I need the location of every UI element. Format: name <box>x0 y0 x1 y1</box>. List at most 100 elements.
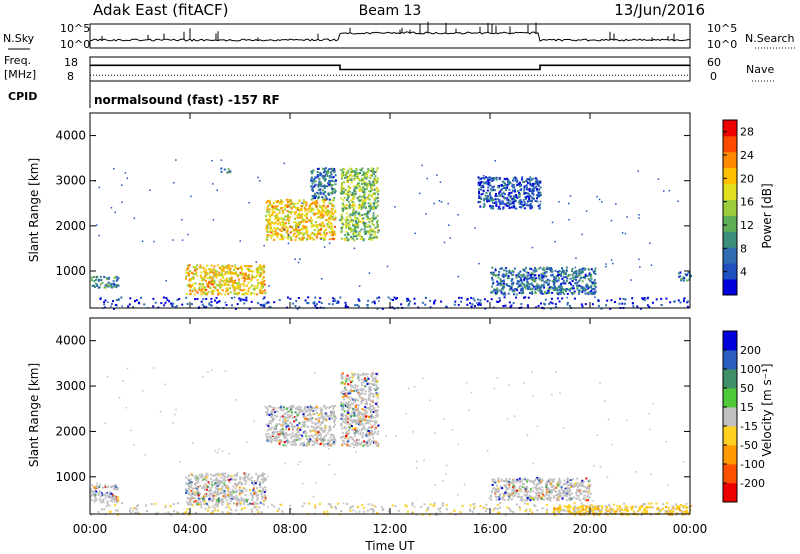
heatmap-cell <box>586 275 589 278</box>
heatmap-cell <box>278 299 281 301</box>
heatmap-cell <box>324 206 327 209</box>
heatmap-cell <box>324 169 326 172</box>
heatmap-cell <box>366 429 369 432</box>
heatmap-cell <box>488 176 491 179</box>
heatmap-cell <box>260 292 263 295</box>
heatmap-cell <box>250 476 253 479</box>
heatmap-cell <box>294 258 296 260</box>
heatmap-cell <box>506 187 508 189</box>
heatmap-cell <box>245 480 248 483</box>
heatmap-cell <box>502 305 505 307</box>
heatmap-cell <box>353 207 355 210</box>
heatmap-cell <box>204 279 207 282</box>
heatmap-cell <box>300 410 303 413</box>
heatmap-cell <box>523 186 526 189</box>
heatmap-cell <box>369 386 372 389</box>
heatmap-cell <box>531 200 533 203</box>
heatmap-cell <box>639 266 641 268</box>
heatmap-cell <box>226 494 229 497</box>
heatmap-cell <box>357 419 360 422</box>
heatmap-cell <box>578 269 581 272</box>
heatmap-cell <box>226 478 229 481</box>
heatmap-cell <box>361 202 364 205</box>
heatmap-cell <box>193 287 196 290</box>
heatmap-cell <box>225 506 228 509</box>
heatmap-cell <box>274 436 277 438</box>
heatmap-cell <box>551 221 554 224</box>
heatmap-cell <box>203 291 206 294</box>
heatmap-cell <box>302 413 305 416</box>
heatmap-cell <box>126 177 128 179</box>
heatmap-cell <box>228 506 231 509</box>
heatmap-cell <box>259 481 262 484</box>
heatmap-cell <box>221 488 224 491</box>
heatmap-cell <box>366 218 369 221</box>
heatmap-cell <box>271 204 273 207</box>
heatmap-cell <box>415 513 418 516</box>
heatmap-cell <box>529 207 532 210</box>
heatmap-cell <box>362 217 365 220</box>
heatmap-cell <box>421 301 424 304</box>
heatmap-cell <box>509 285 512 288</box>
heatmap-cell <box>637 170 639 172</box>
heatmap-cell <box>302 199 305 202</box>
heatmap-cell <box>358 220 361 223</box>
heatmap-cell <box>264 499 267 502</box>
heatmap-cell <box>340 182 343 185</box>
heatmap-cell <box>190 484 193 487</box>
heatmap-cell <box>522 205 525 208</box>
heatmap-cell <box>321 196 324 199</box>
heatmap-cell <box>359 199 362 202</box>
heatmap-cell <box>284 215 287 218</box>
heatmap-cell <box>319 223 322 226</box>
heatmap-cell <box>369 210 371 212</box>
heatmap-cell <box>213 506 216 509</box>
heatmap-cell <box>406 297 409 300</box>
heatmap-cell <box>610 219 613 222</box>
heatmap-cell <box>295 439 298 442</box>
heatmap-cell <box>312 426 315 428</box>
heatmap-cell <box>99 298 102 301</box>
heatmap-cell <box>374 216 377 219</box>
heatmap-cell <box>543 290 546 293</box>
heatmap-cell <box>668 189 671 192</box>
heatmap-cell <box>372 508 374 511</box>
heatmap-cell <box>187 503 189 506</box>
heatmap-cell <box>371 195 374 198</box>
heatmap-cell <box>353 185 356 188</box>
heatmap-cell <box>218 274 221 277</box>
heatmap-cell <box>279 406 282 409</box>
heatmap-cell <box>300 215 303 218</box>
heatmap-cell <box>286 434 289 437</box>
heatmap-cell <box>329 211 332 214</box>
heatmap-cell <box>279 200 282 203</box>
heatmap-cell <box>212 474 215 477</box>
power-frame <box>89 112 691 309</box>
heatmap-cell <box>333 191 336 194</box>
heatmap-cell <box>331 167 334 170</box>
heatmap-cell <box>539 203 542 206</box>
heatmap-cell <box>344 188 347 191</box>
heatmap-cell <box>197 479 199 481</box>
heatmap-cell <box>314 304 317 307</box>
heatmap-cell <box>354 404 357 407</box>
heatmap-cell <box>490 207 493 210</box>
heatmap-cell <box>539 266 542 269</box>
heatmap-cell <box>212 498 215 501</box>
heatmap-cell <box>322 200 325 203</box>
heatmap-cell <box>114 211 116 214</box>
heatmap-cell <box>196 486 199 489</box>
heatmap-cell <box>266 209 269 212</box>
heatmap-cell <box>371 233 374 236</box>
heatmap-cell <box>250 291 253 294</box>
heatmap-cell <box>210 270 213 273</box>
heatmap-cell <box>277 406 280 409</box>
heatmap-cell <box>200 293 203 296</box>
heatmap-cell <box>191 289 194 292</box>
heatmap-cell <box>405 505 408 508</box>
heatmap-cell <box>364 202 367 205</box>
heatmap-cell <box>234 264 237 267</box>
heatmap-cell <box>209 269 212 272</box>
heatmap-cell <box>305 432 308 435</box>
